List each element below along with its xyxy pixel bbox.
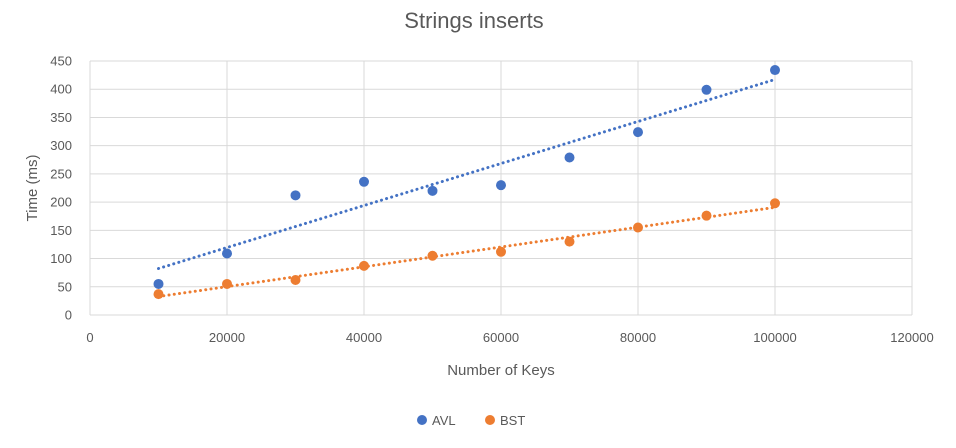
x-tick-label: 80000 xyxy=(620,330,656,345)
y-axis-label: Time (ms) xyxy=(24,155,41,222)
data-point-avl xyxy=(633,127,643,138)
trendline-bst xyxy=(157,205,777,299)
x-axis-label: Number of Keys xyxy=(447,362,555,379)
x-tick-label: 100000 xyxy=(753,330,796,345)
data-point-bst xyxy=(633,222,643,233)
x-tick-label: 0 xyxy=(86,330,93,345)
y-tick-label: 400 xyxy=(50,82,72,97)
data-point-bst xyxy=(496,246,506,257)
x-tick-label: 20000 xyxy=(209,330,245,345)
legend-label-bst: BST xyxy=(500,413,525,428)
data-point-bst xyxy=(564,236,575,247)
data-point-avl xyxy=(427,185,438,196)
x-tick-label: 120000 xyxy=(890,330,933,345)
data-point-avl xyxy=(770,65,780,76)
legend-marker-bst xyxy=(485,415,495,425)
legend-marker-avl xyxy=(417,415,427,425)
data-point-avl xyxy=(359,176,369,187)
data-point-bst xyxy=(770,198,780,209)
y-tick-label: 150 xyxy=(50,223,72,238)
data-point-avl xyxy=(153,278,164,289)
data-point-bst xyxy=(153,289,164,300)
y-tick-label: 0 xyxy=(65,308,72,323)
points-layer xyxy=(153,65,780,300)
legend: AVL BST xyxy=(417,413,525,428)
trendline-avl xyxy=(157,77,777,271)
y-tick-label: 300 xyxy=(50,138,72,153)
x-tick-label: 60000 xyxy=(483,330,519,345)
data-point-avl xyxy=(222,248,232,259)
y-tick-label: 100 xyxy=(50,251,72,266)
ticks-layer: 0 50 100 150 200 250 300 350 400 450 0 20000 40000 60… xyxy=(50,54,933,346)
data-point-avl xyxy=(701,84,712,95)
data-point-bst xyxy=(222,278,232,289)
y-tick-label: 450 xyxy=(50,54,72,69)
chart-title: Strings inserts xyxy=(404,8,543,33)
y-tick-label: 50 xyxy=(58,279,72,294)
data-point-bst xyxy=(701,210,712,221)
trendline-layer xyxy=(157,77,777,299)
data-point-bst xyxy=(359,260,369,271)
data-point-avl xyxy=(564,152,575,163)
y-tick-label: 350 xyxy=(50,110,72,125)
legend-label-avl: AVL xyxy=(432,413,456,428)
x-tick-label: 40000 xyxy=(346,330,382,345)
data-point-bst xyxy=(427,250,438,261)
y-tick-label: 200 xyxy=(50,195,72,210)
data-point-avl xyxy=(496,180,506,191)
data-point-avl xyxy=(290,190,301,201)
y-tick-label: 250 xyxy=(50,166,72,181)
data-point-bst xyxy=(290,275,301,286)
